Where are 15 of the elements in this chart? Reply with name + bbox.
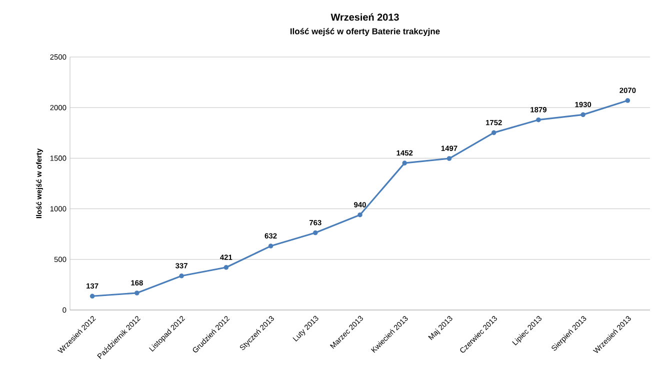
point bbox=[625, 98, 630, 103]
point bbox=[536, 117, 541, 122]
point bbox=[446, 156, 452, 161]
point bbox=[491, 130, 496, 136]
point bbox=[134, 290, 140, 296]
point bbox=[268, 244, 274, 248]
point bbox=[358, 212, 362, 218]
point bbox=[402, 160, 408, 166]
point bbox=[580, 112, 586, 118]
point bbox=[179, 274, 184, 278]
point bbox=[312, 230, 318, 236]
point bbox=[90, 294, 95, 299]
point bbox=[224, 265, 229, 270]
chart-title: Wrzesień 2013 bbox=[330, 13, 399, 21]
chart-subtitle: Ilość wejść w oferty Baterie trakcyjne bbox=[290, 28, 440, 36]
